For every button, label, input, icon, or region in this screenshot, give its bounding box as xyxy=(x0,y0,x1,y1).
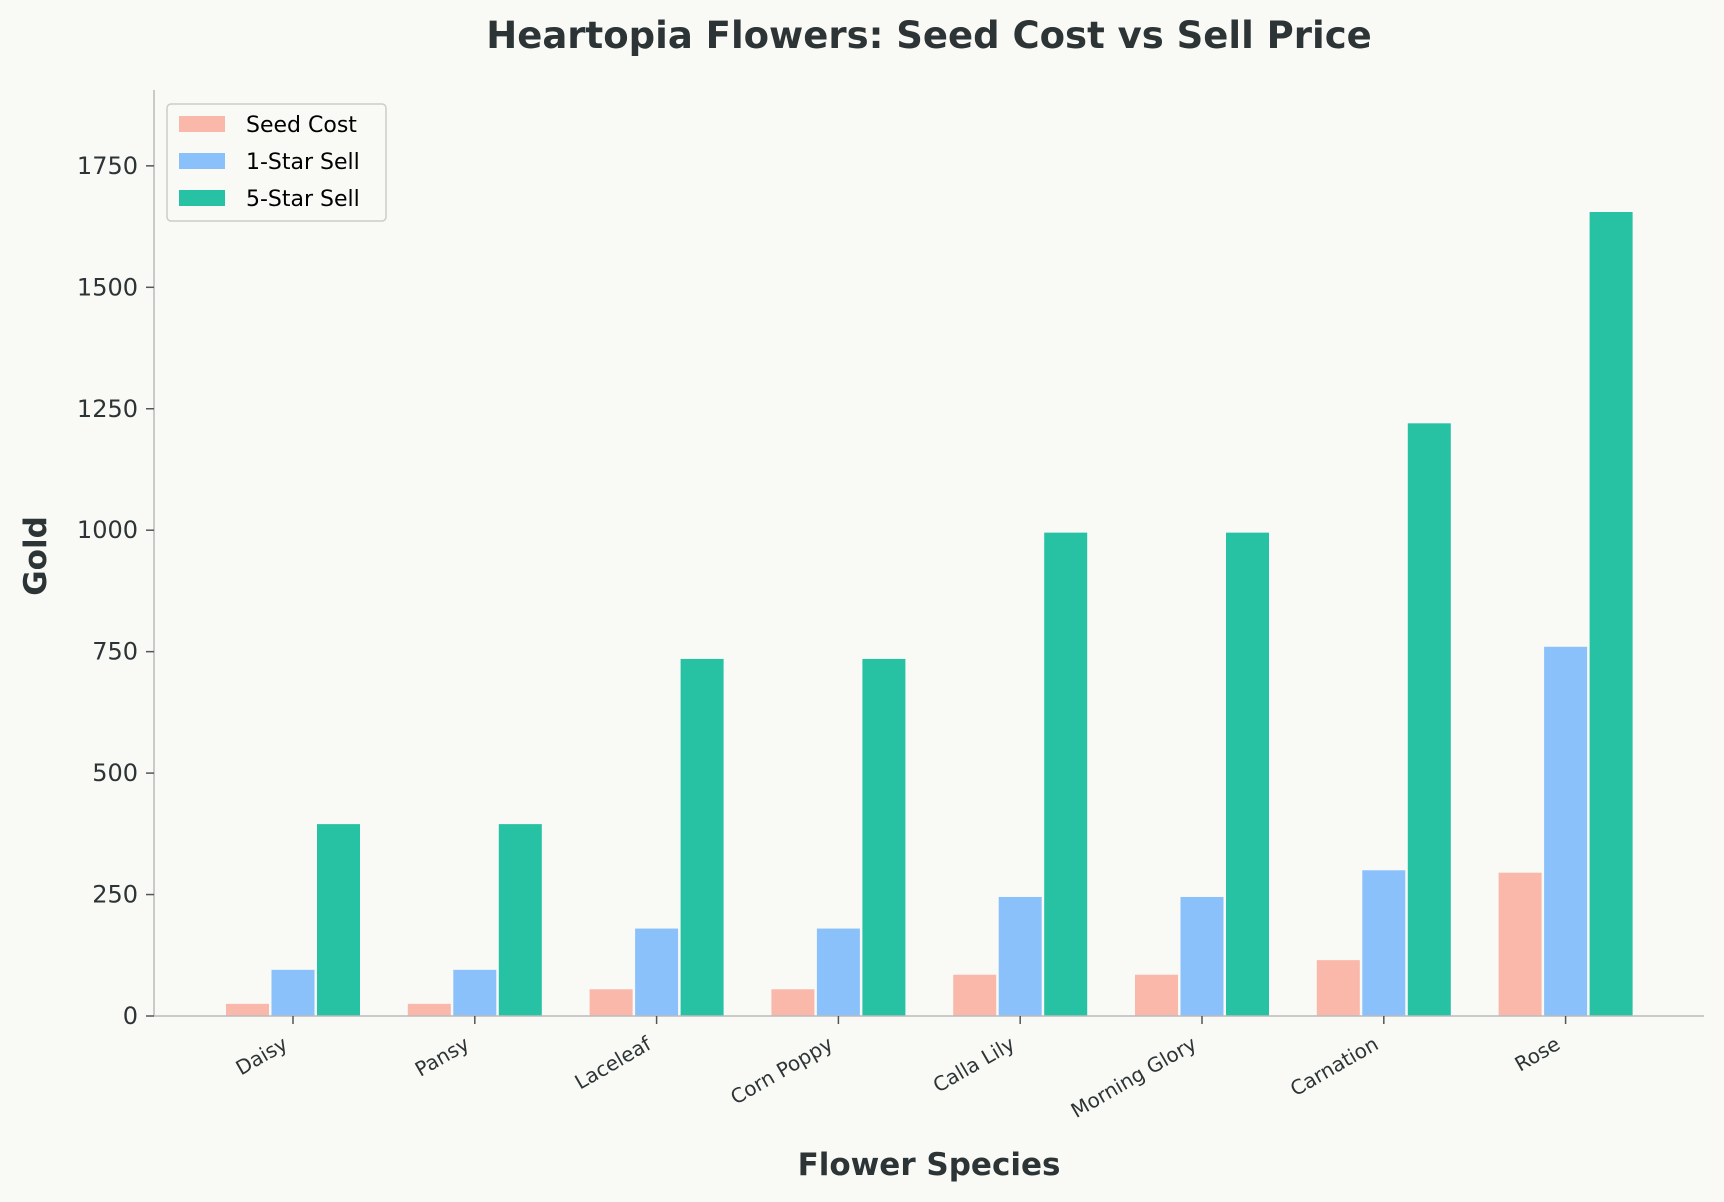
bar-5-star-sell-daisy xyxy=(317,824,360,1016)
bar-5-star-sell-carnation xyxy=(1407,423,1451,1017)
bar-seed-cost-corn-poppy xyxy=(771,989,815,1016)
legend-label: Seed Cost xyxy=(246,113,357,138)
bar-5-star-sell-rose xyxy=(1589,212,1633,1017)
bar-seed-cost-pansy xyxy=(407,1003,451,1016)
y-tick-label: 1250 xyxy=(77,395,138,423)
y-tick-label: 500 xyxy=(92,759,138,787)
x-tick-label: Corn Poppy xyxy=(726,1031,837,1109)
legend-swatch xyxy=(179,190,225,206)
bar-5-star-sell-corn-poppy xyxy=(862,658,906,1016)
bar-seed-cost-calla-lily xyxy=(953,974,997,1016)
bar-1-star-sell-rose xyxy=(1544,646,1588,1016)
bar-1-star-sell-carnation xyxy=(1362,870,1406,1016)
bar-1-star-sell-daisy xyxy=(271,969,315,1016)
y-axis-label: Gold xyxy=(18,516,54,596)
y-tick-label: 1000 xyxy=(77,516,138,544)
y-axis-ticks: 0 250 500 750 1000 1250 1500 1750 xyxy=(77,152,154,1030)
legend-swatch xyxy=(179,153,225,169)
x-tick-label: Laceleaf xyxy=(570,1031,655,1094)
x-tick-label: Morning Glory xyxy=(1067,1031,1201,1122)
bar-seed-cost-laceleaf xyxy=(589,989,633,1016)
bar-seed-cost-rose xyxy=(1498,872,1542,1016)
y-tick-label: 0 xyxy=(123,1002,138,1030)
legend-label: 5-Star Sell xyxy=(246,187,360,212)
y-tick-label: 750 xyxy=(92,638,138,666)
x-tick-label: Pansy xyxy=(411,1031,474,1081)
bar-5-star-sell-pansy xyxy=(498,824,542,1016)
x-tick-label: Rose xyxy=(1511,1032,1565,1077)
bar-1-star-sell-corn-poppy xyxy=(816,928,860,1016)
bar-1-star-sell-laceleaf xyxy=(635,928,679,1016)
legend-label: 1-Star Sell xyxy=(246,150,360,175)
x-axis-label: Flower Species xyxy=(798,1147,1061,1183)
x-axis-ticks: Daisy Pansy Laceleaf Corn Poppy Calla Lily Mo… xyxy=(231,1016,1567,1123)
bar-5-star-sell-laceleaf xyxy=(680,658,724,1016)
plot-area xyxy=(226,212,1633,1017)
bar-seed-cost-morning-glory xyxy=(1135,974,1178,1016)
legend: Seed Cost 1-Star Sell 5-Star Sell xyxy=(166,103,387,222)
bar-1-star-sell-calla-lily xyxy=(998,896,1042,1016)
y-tick-label: 1500 xyxy=(77,273,138,301)
bar-seed-cost-carnation xyxy=(1316,960,1360,1016)
bar-1-star-sell-pansy xyxy=(453,969,497,1016)
chart-title: Heartopia Flowers: Seed Cost vs Sell Pri… xyxy=(486,14,1371,57)
x-tick-label: Daisy xyxy=(231,1031,291,1080)
bar-1-star-sell-morning-glory xyxy=(1180,896,1224,1016)
bar-5-star-sell-morning-glory xyxy=(1226,532,1269,1016)
y-tick-label: 250 xyxy=(92,881,138,909)
bar-5-star-sell-calla-lily xyxy=(1044,532,1088,1016)
x-tick-label: Calla Lily xyxy=(929,1031,1019,1097)
legend-swatch xyxy=(179,116,225,132)
bar-seed-cost-daisy xyxy=(226,1003,269,1016)
x-tick-label: Carnation xyxy=(1286,1032,1382,1101)
y-tick-label: 1750 xyxy=(77,152,138,180)
